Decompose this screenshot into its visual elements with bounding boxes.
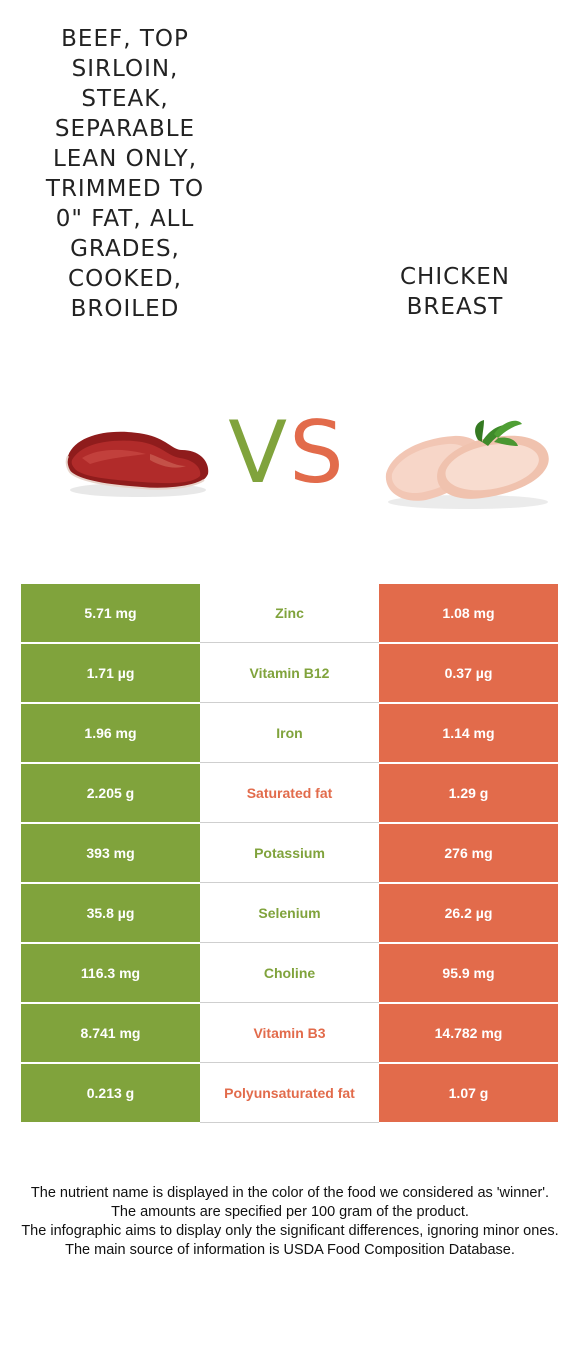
nutrient-name: Choline: [200, 944, 379, 1003]
beef-steak-image: [62, 420, 212, 500]
nutrient-name: Saturated fat: [200, 764, 379, 823]
table-row: 1.96 mg Iron 1.14 mg: [21, 704, 558, 764]
left-value: 0.213 g: [21, 1064, 200, 1123]
table-row: 8.741 mg Vitamin B3 14.782 mg: [21, 1004, 558, 1064]
right-value: 14.782 mg: [379, 1004, 558, 1063]
comparison-table: 5.71 mg Zinc 1.08 mg 1.71 µg Vitamin B12 0.37…: [21, 584, 558, 1124]
nutrient-name: Vitamin B12: [200, 644, 379, 703]
left-value: 8.741 mg: [21, 1004, 200, 1063]
chicken-breast-image: [382, 412, 554, 512]
table-row: 393 mg Potassium 276 mg: [21, 824, 558, 884]
left-value: 35.8 µg: [21, 884, 200, 943]
nutrient-name: Zinc: [200, 584, 379, 643]
right-value: 1.08 mg: [379, 584, 558, 643]
right-value: 1.14 mg: [379, 704, 558, 763]
right-value: 26.2 µg: [379, 884, 558, 943]
table-row: 35.8 µg Selenium 26.2 µg: [21, 884, 558, 944]
left-value: 116.3 mg: [21, 944, 200, 1003]
left-value: 2.205 g: [21, 764, 200, 823]
left-food-title: Beef, top sirloin, steak, separable lean…: [45, 26, 205, 322]
footnote-line: The main source of information is USDA F…: [65, 1242, 515, 1258]
vs-letter-v: V: [228, 403, 290, 503]
table-row: 2.205 g Saturated fat 1.29 g: [21, 764, 558, 824]
table-row: 0.213 g Polyunsaturated fat 1.07 g: [21, 1064, 558, 1124]
nutrient-name: Potassium: [200, 824, 379, 883]
right-value: 95.9 mg: [379, 944, 558, 1003]
right-value: 1.29 g: [379, 764, 558, 823]
footnote-line: The infographic aims to display only the…: [21, 1223, 559, 1239]
footnote: The nutrient name is displayed in the co…: [20, 1184, 560, 1260]
left-value: 393 mg: [21, 824, 200, 883]
right-food-title: Chicken breast: [399, 264, 511, 320]
left-value: 1.71 µg: [21, 644, 200, 703]
right-value: 0.37 µg: [379, 644, 558, 703]
nutrient-name: Polyunsaturated fat: [200, 1064, 379, 1123]
vs-label: VS: [222, 408, 352, 498]
nutrient-name: Selenium: [200, 884, 379, 943]
table-row: 116.3 mg Choline 95.9 mg: [21, 944, 558, 1004]
right-value: 1.07 g: [379, 1064, 558, 1123]
table-row: 5.71 mg Zinc 1.08 mg: [21, 584, 558, 644]
table-row: 1.71 µg Vitamin B12 0.37 µg: [21, 644, 558, 704]
left-value: 1.96 mg: [21, 704, 200, 763]
right-value: 276 mg: [379, 824, 558, 883]
nutrient-name: Vitamin B3: [200, 1004, 379, 1063]
footnote-line: The amounts are specified per 100 gram o…: [111, 1204, 469, 1220]
nutrient-name: Iron: [200, 704, 379, 763]
footnote-line: The nutrient name is displayed in the co…: [30, 1185, 550, 1201]
vs-letter-s: S: [289, 403, 346, 503]
left-value: 5.71 mg: [21, 584, 200, 643]
